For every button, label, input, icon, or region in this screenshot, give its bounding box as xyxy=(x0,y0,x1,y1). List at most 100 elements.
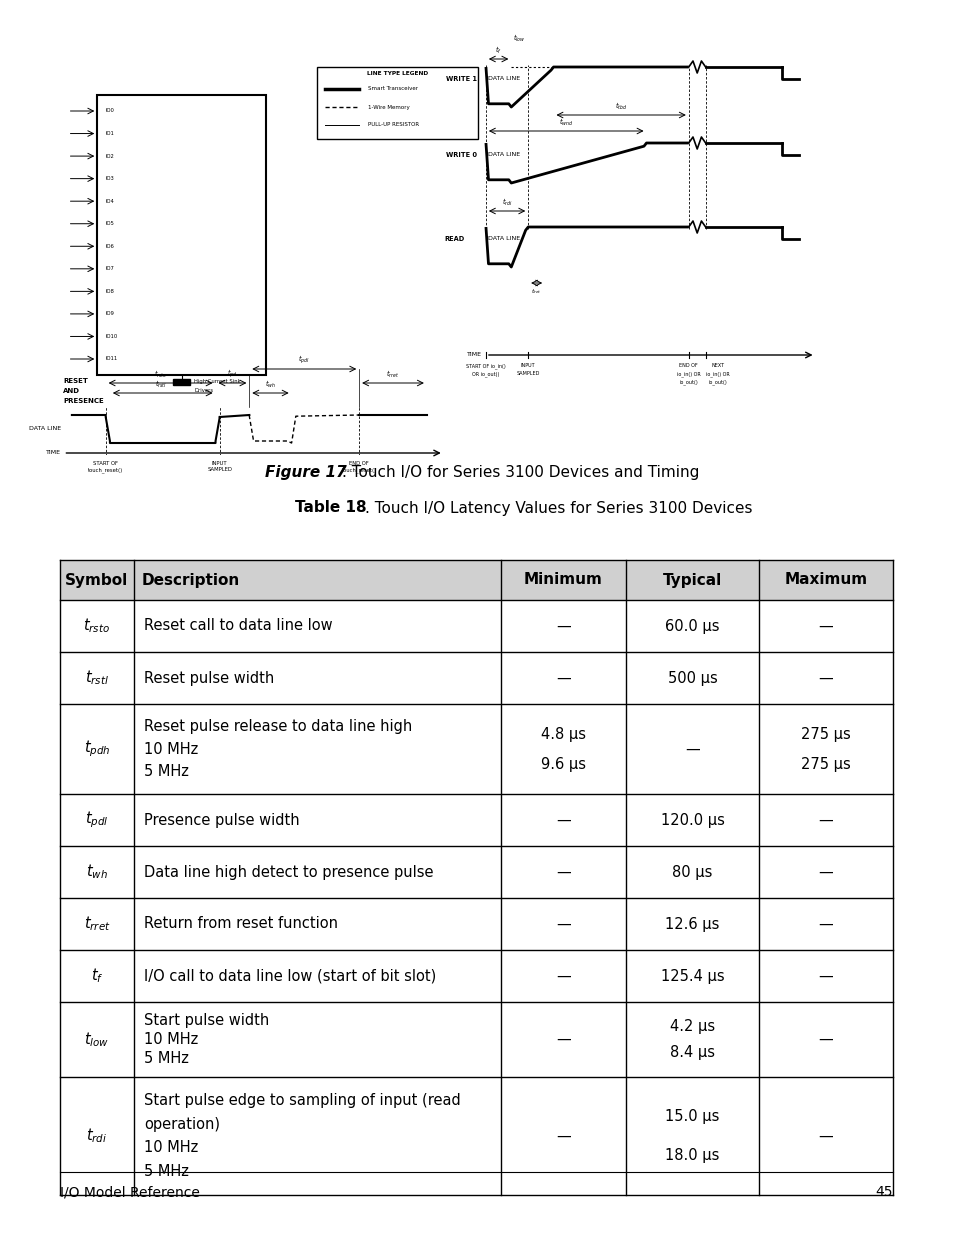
Text: —: — xyxy=(818,619,833,634)
Text: —: — xyxy=(556,864,570,879)
Text: io_in() OR: io_in() OR xyxy=(706,370,729,377)
Text: END OF: END OF xyxy=(679,363,698,368)
Text: Table 18: Table 18 xyxy=(294,500,366,515)
Text: io_in() OR: io_in() OR xyxy=(677,370,700,377)
Text: I/O Model Reference: I/O Model Reference xyxy=(60,1186,200,1199)
Text: $t_{rret}$: $t_{rret}$ xyxy=(84,915,111,934)
Text: High Current Sink: High Current Sink xyxy=(194,379,241,384)
Text: END OF: END OF xyxy=(349,461,369,466)
Text: Reset pulse width: Reset pulse width xyxy=(144,671,274,685)
Text: $t_f$: $t_f$ xyxy=(91,967,103,986)
Text: SAMPLED: SAMPLED xyxy=(207,467,232,472)
Text: IO5: IO5 xyxy=(106,221,114,226)
Text: —: — xyxy=(818,1032,833,1047)
Text: $t_{pdl}$: $t_{pdl}$ xyxy=(298,353,310,366)
Text: $t_{pd}$: $t_{pd}$ xyxy=(227,367,237,380)
Text: IO3: IO3 xyxy=(106,177,114,182)
Text: RESET: RESET xyxy=(64,378,89,384)
Text: IO1: IO1 xyxy=(106,131,114,136)
Text: $t_{tbd}$: $t_{tbd}$ xyxy=(615,100,627,112)
Text: I/O call to data line low (start of bit slot): I/O call to data line low (start of bit … xyxy=(144,968,436,983)
Text: —: — xyxy=(818,968,833,983)
Text: Figure 17: Figure 17 xyxy=(265,464,346,479)
Text: $t_{wh}$: $t_{wh}$ xyxy=(86,863,108,882)
Text: 15.0 μs: 15.0 μs xyxy=(664,1109,719,1124)
Text: WRITE 1: WRITE 1 xyxy=(446,77,477,82)
Text: 5 MHz: 5 MHz xyxy=(144,1163,189,1179)
Text: 5 MHz: 5 MHz xyxy=(144,764,189,779)
Text: IO6: IO6 xyxy=(106,243,114,248)
Text: Return from reset function: Return from reset function xyxy=(144,916,337,931)
Text: 10 MHz: 10 MHz xyxy=(144,1140,198,1155)
Text: Smart Transceiver: Smart Transceiver xyxy=(367,86,417,91)
Text: START OF: START OF xyxy=(93,461,118,466)
Text: Reset pulse release to data line high: Reset pulse release to data line high xyxy=(144,719,412,734)
Text: $t_{wnd}$: $t_{wnd}$ xyxy=(558,116,573,127)
Bar xyxy=(316,67,477,140)
Text: NEXT: NEXT xyxy=(711,363,724,368)
Text: $t_{rsto}$: $t_{rsto}$ xyxy=(83,616,111,635)
Text: Maximum: Maximum xyxy=(783,573,866,588)
Text: IO0: IO0 xyxy=(106,109,114,114)
Text: —: — xyxy=(818,1129,833,1144)
Text: 12.6 μs: 12.6 μs xyxy=(664,916,719,931)
Text: Start pulse edge to sampling of input (read: Start pulse edge to sampling of input (r… xyxy=(144,1093,460,1108)
Text: 60.0 μs: 60.0 μs xyxy=(664,619,719,634)
Text: Start pulse width: Start pulse width xyxy=(144,1013,269,1029)
Text: —: — xyxy=(684,741,700,757)
Text: IO9: IO9 xyxy=(106,311,114,316)
Text: Typical: Typical xyxy=(662,573,721,588)
Text: $t_{wh}$: $t_{wh}$ xyxy=(265,379,275,390)
Text: Symbol: Symbol xyxy=(66,573,129,588)
Bar xyxy=(60,559,892,600)
Text: WRITE 0: WRITE 0 xyxy=(446,152,477,158)
Text: 275 μs: 275 μs xyxy=(801,726,850,741)
Text: —: — xyxy=(818,671,833,685)
Text: Minimum: Minimum xyxy=(523,573,602,588)
Text: Data line high detect to presence pulse: Data line high detect to presence pulse xyxy=(144,864,433,879)
Text: INPUT: INPUT xyxy=(212,461,228,466)
Text: IO8: IO8 xyxy=(106,289,114,294)
Text: . Touch I/O Latency Values for Series 3100 Devices: . Touch I/O Latency Values for Series 31… xyxy=(365,500,752,515)
Text: 5 MHz: 5 MHz xyxy=(144,1051,189,1066)
Text: —: — xyxy=(818,916,833,931)
Text: IO11: IO11 xyxy=(106,357,118,362)
Text: $t_{pdh}$: $t_{pdh}$ xyxy=(84,739,111,760)
Text: Reset call to data line low: Reset call to data line low xyxy=(144,619,333,634)
Text: 45: 45 xyxy=(875,1186,892,1199)
Text: DATA LINE: DATA LINE xyxy=(488,152,520,158)
Text: TIME: TIME xyxy=(466,352,481,357)
Text: $t_{rdi}$: $t_{rdi}$ xyxy=(501,196,512,207)
Text: 18.0 μs: 18.0 μs xyxy=(664,1149,719,1163)
Text: READ: READ xyxy=(444,236,464,242)
Text: Description: Description xyxy=(142,573,240,588)
Text: —: — xyxy=(556,671,570,685)
Text: —: — xyxy=(556,1129,570,1144)
Text: $t_{rsto}$: $t_{rsto}$ xyxy=(153,368,167,380)
Text: LINE TYPE LEGEND: LINE TYPE LEGEND xyxy=(366,70,427,77)
Text: $t_{rdi}$: $t_{rdi}$ xyxy=(87,1126,108,1145)
Text: INPUT: INPUT xyxy=(520,363,535,368)
Text: Drivers: Drivers xyxy=(194,388,213,393)
Text: 1-Wire Memory: 1-Wire Memory xyxy=(367,105,409,110)
Text: DATA LINE: DATA LINE xyxy=(488,77,520,82)
Text: PRESENCE: PRESENCE xyxy=(64,398,104,404)
Text: OR io_out(): OR io_out() xyxy=(472,370,499,377)
Text: —: — xyxy=(556,916,570,931)
Text: IO2: IO2 xyxy=(106,153,114,158)
Text: —: — xyxy=(556,619,570,634)
Text: START OF io_in(): START OF io_in() xyxy=(466,363,505,369)
Text: 8.4 μs: 8.4 μs xyxy=(669,1045,714,1060)
Text: PULL-UP RESISTOR: PULL-UP RESISTOR xyxy=(367,122,418,127)
Text: . Touch I/O for Series 3100 Devices and Timing: . Touch I/O for Series 3100 Devices and … xyxy=(341,464,699,479)
Text: TIME: TIME xyxy=(46,451,61,456)
Text: AND: AND xyxy=(64,388,80,394)
Bar xyxy=(97,95,266,375)
Text: io_out(): io_out() xyxy=(708,379,727,384)
Text: operation): operation) xyxy=(144,1116,220,1131)
Text: IO7: IO7 xyxy=(106,267,114,272)
Bar xyxy=(173,379,190,385)
Text: touch_reset(): touch_reset() xyxy=(341,467,376,473)
Text: Presence pulse width: Presence pulse width xyxy=(144,813,299,827)
Text: $t_{low}$: $t_{low}$ xyxy=(513,32,525,43)
